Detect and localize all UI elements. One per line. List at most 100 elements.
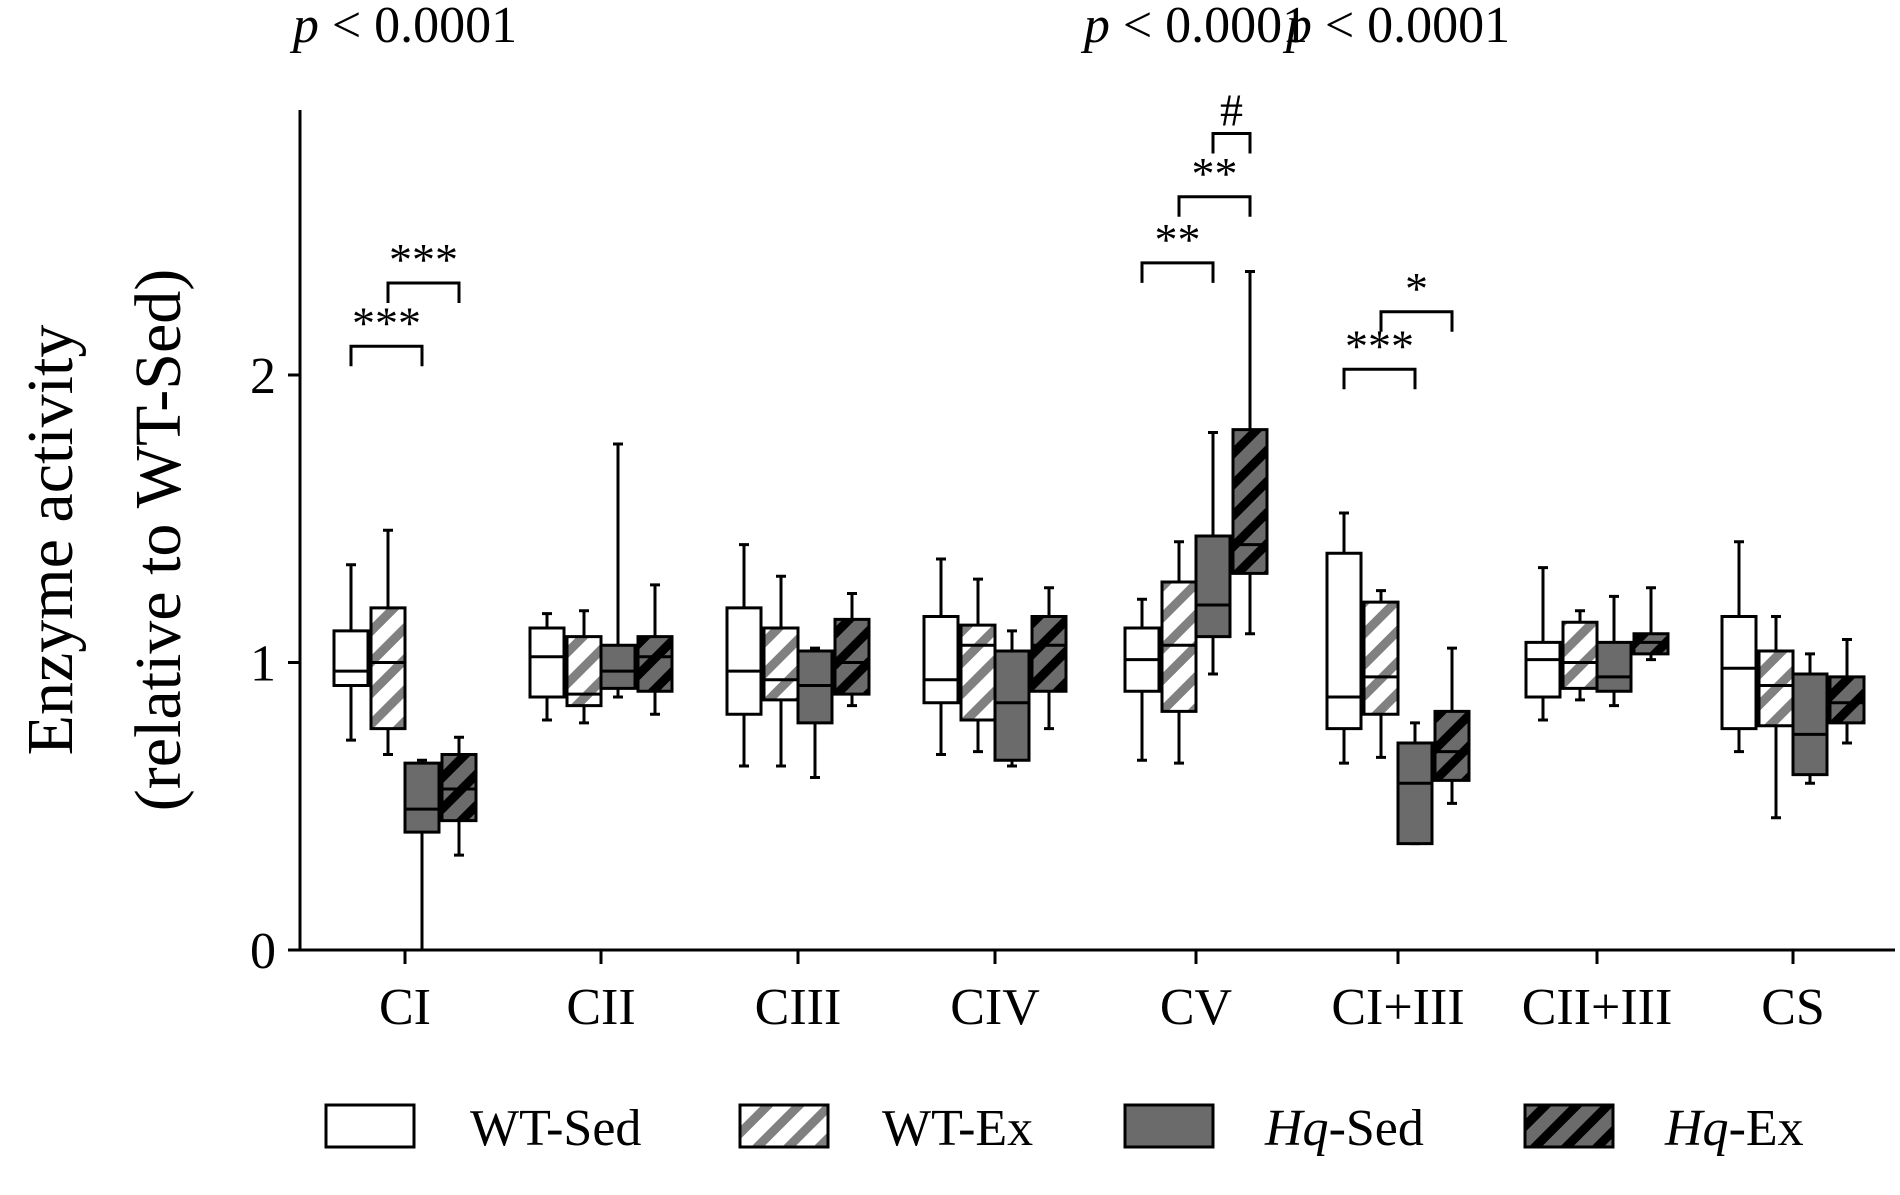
bracket-label: *: [1405, 263, 1428, 314]
x-tick-label: CI+III: [1331, 979, 1464, 1036]
box-iqr: [636, 635, 674, 693]
bracket-label: **: [1155, 214, 1201, 265]
box-Hq-Sed-CI+III: [1396, 721, 1434, 846]
y-axis-title-line1: Enzyme activity: [14, 325, 87, 756]
box-iqr: [922, 615, 960, 705]
significance-bracket: *: [1379, 263, 1454, 332]
significance-bracket: #: [1211, 85, 1252, 154]
p-symbol: p: [1080, 0, 1110, 54]
bracket-label: ***: [352, 297, 421, 348]
legend-item-WT-Sed: WT-Sed: [324, 1100, 641, 1157]
box-iqr: [1757, 649, 1795, 728]
box-iqr: [725, 606, 763, 716]
legend-label-prefix: Hq: [1264, 1100, 1329, 1157]
box-iqr: [599, 643, 637, 690]
box-WT-Ex-CV: [1160, 540, 1198, 765]
box-WT-Sed-CV: [1123, 597, 1161, 762]
bracket-line: [1140, 261, 1215, 283]
x-tick-label: CIV: [950, 979, 1040, 1036]
box-Hq-Ex-CS: [1828, 638, 1866, 745]
box-Hq-Ex-CII+III: [1632, 586, 1670, 662]
box-iqr: [1791, 672, 1829, 777]
box-Hq-Ex-CIII: [833, 592, 871, 708]
legend-label: Hq-Sed: [1264, 1100, 1424, 1157]
legend-label: WT-Ex: [882, 1100, 1033, 1157]
box-Hq-Ex-CV: [1231, 270, 1269, 636]
box-iqr: [959, 623, 997, 722]
box-iqr: [369, 606, 407, 731]
box-WT-Ex-CI: [369, 528, 407, 756]
legend-item-Hq-Sed: Hq-Sed: [1123, 1100, 1424, 1157]
legend-label-suffix: -Ex: [1729, 1100, 1804, 1157]
box-iqr: [833, 617, 871, 696]
y-tick-label: 2: [250, 348, 276, 405]
bracket-line: [1379, 310, 1454, 332]
box-iqr: [762, 626, 800, 702]
box-Hq-Ex-CII: [636, 583, 674, 716]
box-iqr: [403, 761, 441, 834]
box-Hq-Sed-CIII: [796, 646, 834, 779]
box-WT-Ex-CI+III: [1362, 589, 1400, 759]
box-Hq-Ex-CI: [440, 735, 478, 857]
bracket-line: [1211, 132, 1252, 154]
x-tick-label: CS: [1761, 979, 1825, 1036]
box-Hq-Ex-CI+III: [1433, 646, 1471, 805]
x-tick-label: CII+III: [1522, 979, 1673, 1036]
p-value-label: p < 0.0001: [1080, 0, 1308, 54]
legend-label-prefix: WT: [470, 1100, 550, 1157]
legend-label-prefix: WT: [882, 1100, 962, 1157]
x-tick-label: CI: [379, 979, 431, 1036]
p-value-label: p < 0.0001: [289, 0, 517, 54]
box-WT-Ex-CII+III: [1561, 609, 1599, 702]
box-WT-Sed-CS: [1720, 540, 1758, 754]
box-WT-Ex-CS: [1757, 615, 1795, 820]
legend-label-suffix: -Ex: [958, 1100, 1033, 1157]
x-tick-label: CV: [1160, 979, 1232, 1036]
bracket-label: ***: [389, 234, 458, 285]
legend-label-suffix: -Sed: [546, 1100, 641, 1157]
legend-swatch: [324, 1103, 416, 1149]
box-iqr: [1396, 741, 1434, 846]
legend-item-WT-Ex: WT-Ex: [738, 1100, 1033, 1157]
box-iqr: [332, 629, 370, 687]
box-iqr: [1828, 675, 1866, 725]
legend: WT-Sed WT-Ex Hq-Sed Hq-Ex: [324, 1100, 1804, 1157]
bracket-line: [1342, 367, 1417, 390]
p-value-text: < 0.0001: [319, 0, 517, 54]
legend-label: WT-Sed: [470, 1100, 641, 1157]
box-Hq-Sed-CI: [403, 758, 441, 952]
box-iqr: [1362, 600, 1400, 716]
legend-swatch: [738, 1103, 830, 1149]
box-iqr: [1595, 640, 1633, 693]
bracket-line: [349, 344, 424, 367]
box-WT-Sed-CIII: [725, 543, 763, 768]
box-Hq-Sed-CIV: [993, 629, 1031, 768]
p-value-text: < 0.0001: [1110, 0, 1308, 54]
legend-item-Hq-Ex: Hq-Ex: [1523, 1100, 1804, 1157]
x-tick-label: CIII: [755, 979, 842, 1036]
y-tick-label: 1: [250, 636, 276, 693]
box-WT-Sed-CIV: [922, 557, 960, 756]
box-iqr: [528, 626, 566, 699]
box-WT-Ex-CII: [565, 609, 603, 725]
box-iqr: [993, 649, 1031, 762]
y-axis-title-line2: (relative to WT-Sed): [122, 269, 195, 812]
box-iqr: [1524, 640, 1562, 699]
box-Hq-Sed-CII: [599, 442, 637, 699]
p-symbol: p: [289, 0, 319, 54]
bracket-label: **: [1192, 148, 1238, 199]
bracket-label: #: [1220, 85, 1243, 136]
box-WT-Sed-CII+III: [1524, 566, 1562, 722]
bracket-line: [386, 281, 461, 303]
legend-label: Hq-Ex: [1664, 1100, 1804, 1157]
box-WT-Sed-CII: [528, 612, 566, 722]
box-Hq-Sed-CS: [1791, 652, 1829, 785]
box-WT-Ex-CIII: [762, 574, 800, 768]
box-WT-Ex-CIV: [959, 577, 997, 754]
box-iqr: [1561, 620, 1599, 690]
significance-bracket: ***: [349, 297, 424, 367]
box-WT-Sed-CI: [332, 563, 370, 742]
bracket-line: [1177, 195, 1252, 217]
significance-bracket: ***: [386, 234, 461, 303]
